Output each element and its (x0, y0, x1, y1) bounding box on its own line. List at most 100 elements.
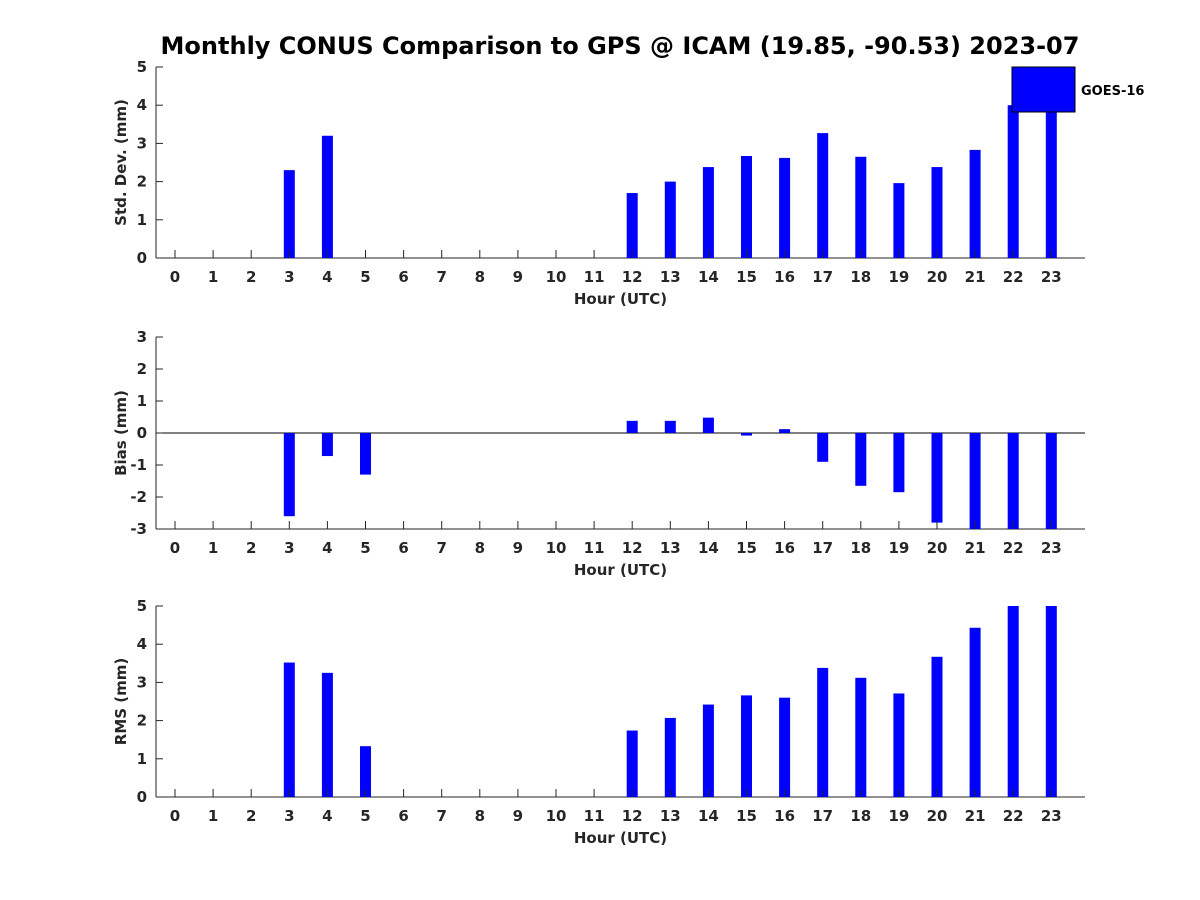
rms-bar-hour-14 (702, 704, 714, 797)
rms-x-tick-label: 6 (398, 807, 408, 825)
bias-bar-hour-20 (931, 433, 943, 523)
std-dev-x-tick-label: 4 (322, 268, 332, 286)
bias-x-tick-label: 18 (850, 539, 871, 557)
bias-bar-hour-17 (817, 433, 829, 462)
rms-bar-hour-16 (779, 697, 791, 797)
rms-bar-hour-5 (360, 746, 371, 797)
std-dev-bar-hour-15 (741, 156, 752, 258)
rms-x-tick-label: 22 (1003, 807, 1024, 825)
rms-y-tick-label: 2 (137, 712, 147, 730)
legend-label: GOES-16 (1081, 84, 1144, 99)
bias-x-tick-label: 19 (888, 539, 909, 557)
bias-x-tick-label: 8 (475, 539, 485, 557)
rms-x-tick-label: 8 (475, 807, 485, 825)
std-dev-x-tick-label: 13 (660, 268, 681, 286)
bias-x-tick-label: 2 (246, 539, 256, 557)
rms-x-tick-label: 11 (584, 807, 605, 825)
std-dev-x-tick-label: 1 (208, 268, 218, 286)
rms-y-tick-label: 1 (137, 750, 147, 768)
std-dev-bar-hour-23 (1045, 101, 1057, 258)
bias-x-tick-label: 3 (284, 539, 294, 557)
bias-x-tick-label: 23 (1041, 539, 1062, 557)
bias-y-tick-label: 3 (137, 328, 147, 346)
std-dev-bar-hour-12 (626, 193, 638, 258)
bias-bar-hour-5 (360, 433, 371, 475)
bias-x-tick-label: 20 (927, 539, 948, 557)
std-dev-x-tick-label: 21 (965, 268, 986, 286)
std-dev-bar-hour-14 (702, 167, 714, 258)
bias-x-tick-label: 4 (322, 539, 332, 557)
rms-x-tick-label: 2 (246, 807, 256, 825)
bias-bar-hour-19 (893, 433, 905, 493)
bias-x-tick-label: 21 (965, 539, 986, 557)
rms-bar-hour-20 (931, 656, 943, 797)
rms-x-tick-label: 5 (360, 807, 370, 825)
rms-x-tick-label: 13 (660, 807, 681, 825)
std-dev-x-tick-label: 12 (622, 268, 643, 286)
rms-x-tick-label: 15 (736, 807, 757, 825)
bias-x-tick-label: 22 (1003, 539, 1024, 557)
bias-bar-hour-4 (321, 433, 333, 457)
bias-x-tick-label: 13 (660, 539, 681, 557)
bias-x-tick-label: 6 (398, 539, 408, 557)
std-dev-x-tick-label: 10 (546, 268, 567, 286)
std-dev-x-tick-label: 2 (246, 268, 256, 286)
rms-y-tick-label: 3 (137, 673, 147, 691)
bias-y-tick-label: 1 (137, 392, 147, 410)
std-dev-bar-hour-21 (969, 149, 981, 258)
bias-y-tick-label: 2 (137, 360, 147, 378)
std-dev-bar-hour-20 (931, 167, 943, 258)
std-dev-y-tick-label: 5 (137, 58, 147, 76)
rms-bar-hour-13 (664, 717, 676, 797)
rms-x-tick-label: 3 (284, 807, 294, 825)
std-dev-x-tick-label: 14 (698, 268, 719, 286)
std-dev-bar-hour-3 (283, 170, 295, 258)
bias-x-tick-label: 7 (436, 539, 446, 557)
bias-bar-hour-3 (283, 433, 295, 517)
std-dev-y-tick-label: 3 (137, 134, 147, 152)
bias-x-tick-label: 1 (208, 539, 218, 557)
std-dev-y-axis-label: Std. Dev. (mm) (112, 99, 130, 226)
std-dev-bar-hour-13 (664, 181, 676, 258)
chart-title: Monthly CONUS Comparison to GPS @ ICAM (… (161, 32, 1080, 60)
bias-x-tick-label: 9 (513, 539, 523, 557)
std-dev-x-tick-label: 22 (1003, 268, 1024, 286)
bias-bar-hour-14 (702, 417, 714, 433)
rms-x-tick-label: 14 (698, 807, 719, 825)
std-dev-x-tick-label: 7 (436, 268, 446, 286)
bias-y-tick-label: -3 (130, 520, 147, 538)
rms-x-axis-label: Hour (UTC) (574, 829, 667, 847)
bias-bar-hour-16 (779, 429, 791, 433)
rms-y-tick-label: 5 (137, 597, 147, 615)
std-dev-x-tick-label: 20 (927, 268, 948, 286)
rms-bar-hour-19 (893, 693, 905, 797)
std-dev-bar-hour-16 (779, 157, 791, 258)
bias-bar-hour-12 (626, 420, 638, 433)
rms-x-tick-label: 16 (774, 807, 795, 825)
bias-x-tick-label: 17 (812, 539, 833, 557)
bias-x-tick-label: 5 (360, 539, 370, 557)
rms-x-tick-label: 4 (322, 807, 332, 825)
rms-x-tick-label: 17 (812, 807, 833, 825)
rms-bar-hour-12 (626, 730, 638, 797)
rms-x-tick-label: 19 (888, 807, 909, 825)
rms-y-axis-label: RMS (mm) (112, 658, 130, 745)
std-dev-x-tick-label: 15 (736, 268, 757, 286)
std-dev-y-tick-label: 2 (137, 173, 147, 191)
bias-x-tick-label: 14 (698, 539, 719, 557)
rms-x-tick-label: 7 (436, 807, 446, 825)
rms-x-tick-label: 9 (513, 807, 523, 825)
rms-bar-hour-23 (1045, 606, 1057, 797)
bias-bar-hour-13 (664, 420, 676, 433)
bias-bar-hour-18 (855, 433, 867, 486)
rms-bar-hour-15 (741, 695, 752, 797)
rms-x-tick-label: 21 (965, 807, 986, 825)
std-dev-y-tick-label: 4 (137, 96, 147, 114)
bias-bar-hour-15 (741, 433, 752, 436)
std-dev-x-axis-label: Hour (UTC) (574, 290, 667, 308)
rms-x-tick-label: 0 (170, 807, 180, 825)
std-dev-x-tick-label: 16 (774, 268, 795, 286)
